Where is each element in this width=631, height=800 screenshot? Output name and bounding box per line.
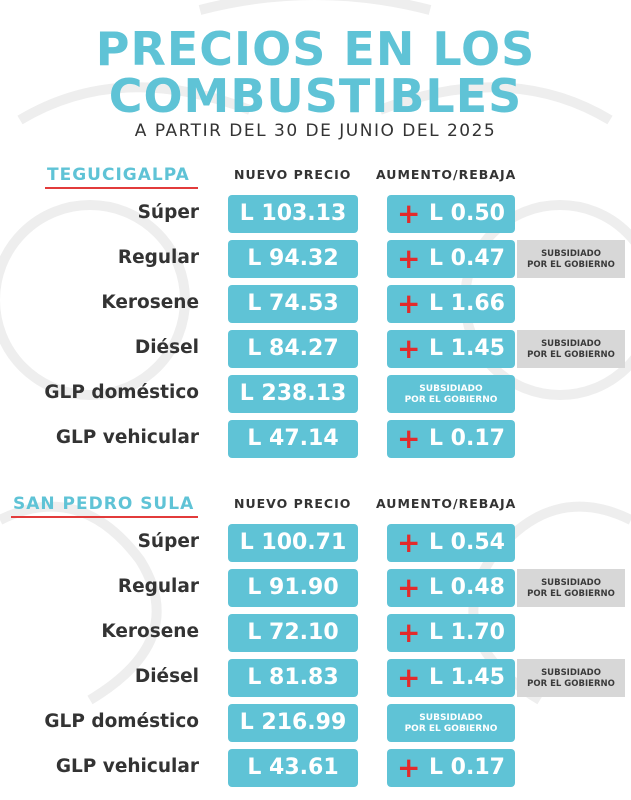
table-row: Regular L 91.90 + L 0.48 SUBSIDIADO POR EL… xyxy=(0,569,631,607)
fuel-name: Diésel xyxy=(134,337,199,358)
fuel-name: Súper xyxy=(137,531,199,552)
city-heading: TEGUCIGALPA xyxy=(47,165,190,185)
change-box: + L 0.54 xyxy=(387,524,515,562)
plus-icon: + xyxy=(397,287,421,320)
plus-icon: + xyxy=(397,751,421,784)
change-value: L 1.70 xyxy=(429,620,505,645)
change-value: L 1.45 xyxy=(429,665,505,690)
column-header-price: NUEVO PRECIO xyxy=(234,167,352,182)
fuel-name: Kerosene xyxy=(101,292,199,313)
table-row: Súper L 100.71 + L 0.54 xyxy=(0,524,631,562)
fuel-name: Regular xyxy=(117,247,199,268)
fuel-name: GLP doméstico xyxy=(44,382,199,403)
plus-icon: + xyxy=(397,571,421,604)
subsidy-note: SUBSIDIADO POR EL GOBIERNO xyxy=(517,569,625,607)
fuel-name: GLP vehicular xyxy=(55,756,199,777)
subsidy-note-line1: SUBSIDIADO xyxy=(541,668,601,678)
fuel-name: GLP vehicular xyxy=(55,427,199,448)
subsidy-note-line1: SUBSIDIADO xyxy=(541,578,601,588)
column-header-change: AUMENTO/REBAJA xyxy=(376,167,517,182)
price-value: L 84.27 xyxy=(228,330,358,368)
table-row: GLP vehicular L 47.14 + L 0.17 xyxy=(0,420,631,458)
table-row: GLP vehicular L 43.61 + L 0.17 xyxy=(0,749,631,787)
fuel-name: GLP doméstico xyxy=(44,711,199,732)
change-box: + L 0.17 xyxy=(387,420,515,458)
change-box: + L 1.45 xyxy=(387,659,515,697)
change-value: L 0.50 xyxy=(429,201,505,226)
fuel-name: Súper xyxy=(137,202,199,223)
price-value: L 94.32 xyxy=(228,240,358,278)
plus-icon: + xyxy=(397,242,421,275)
page-title-line2: COMBUSTIBLES xyxy=(108,69,523,123)
change-box: + L 0.17 xyxy=(387,749,515,787)
plus-icon: + xyxy=(397,332,421,365)
price-value: L 43.61 xyxy=(228,749,358,787)
plus-icon: + xyxy=(397,197,421,230)
subsidy-note-line2: POR EL GOBIERNO xyxy=(527,349,615,360)
price-value: L 47.14 xyxy=(228,420,358,458)
table-row: Súper L 103.13 + L 0.50 xyxy=(0,195,631,233)
table-row: Diésel L 81.83 + L 1.45 SUBSIDIADO POR EL … xyxy=(0,659,631,697)
price-value: L 103.13 xyxy=(228,195,358,233)
change-value: L 0.54 xyxy=(429,530,505,555)
price-value: L 238.13 xyxy=(228,375,358,413)
change-box: + L 1.70 xyxy=(387,614,515,652)
price-value: L 216.99 xyxy=(228,704,358,742)
change-box: + L 1.66 xyxy=(387,285,515,323)
change-box: + L 1.45 xyxy=(387,330,515,368)
subsidy-line2: POR EL GOBIERNO xyxy=(404,395,498,405)
column-header-change: AUMENTO/REBAJA xyxy=(376,496,517,511)
city-heading: SAN PEDRO SULA xyxy=(13,494,195,514)
change-value: L 1.45 xyxy=(429,336,505,361)
table-row: Diésel L 84.27 + L 1.45 SUBSIDIADO POR EL … xyxy=(0,330,631,368)
price-value: L 74.53 xyxy=(228,285,358,323)
plus-icon: + xyxy=(397,661,421,694)
page-title-line1: PRECIOS EN LOS xyxy=(95,22,536,76)
price-value: L 72.10 xyxy=(228,614,358,652)
subsidy-note: SUBSIDIADO POR EL GOBIERNO xyxy=(517,240,625,278)
fuel-name: Regular xyxy=(117,576,199,597)
subsidy-line1: SUBSIDIADO xyxy=(419,384,483,394)
change-value: L 0.48 xyxy=(429,575,505,600)
column-header-price: NUEVO PRECIO xyxy=(234,496,352,511)
change-value: L 0.17 xyxy=(429,755,505,780)
table-row: Kerosene L 72.10 + L 1.70 xyxy=(0,614,631,652)
fuel-name: Kerosene xyxy=(101,621,199,642)
change-box: + L 0.50 xyxy=(387,195,515,233)
subsidy-box: SUBSIDIADO POR EL GOBIERNO xyxy=(387,704,515,742)
effective-date: A PARTIR DEL 30 DE JUNIO DEL 2025 xyxy=(134,121,497,141)
plus-icon: + xyxy=(397,616,421,649)
change-value: L 0.17 xyxy=(429,426,505,451)
subsidy-note: SUBSIDIADO POR EL GOBIERNO xyxy=(517,659,625,697)
price-value: L 81.83 xyxy=(228,659,358,697)
plus-icon: + xyxy=(397,526,421,559)
change-value: L 1.66 xyxy=(429,291,505,316)
change-box: + L 0.48 xyxy=(387,569,515,607)
table-row: GLP doméstico L 238.13 SUBSIDIADO POR EL … xyxy=(0,375,631,413)
city-underline xyxy=(11,516,198,518)
change-box: + L 0.47 xyxy=(387,240,515,278)
subsidy-note: SUBSIDIADO POR EL GOBIERNO xyxy=(517,330,625,368)
subsidy-line2: POR EL GOBIERNO xyxy=(404,724,498,734)
table-row: Regular L 94.32 + L 0.47 SUBSIDIADO POR EL… xyxy=(0,240,631,278)
subsidy-note-line2: POR EL GOBIERNO xyxy=(527,259,615,270)
subsidy-box: SUBSIDIADO POR EL GOBIERNO xyxy=(387,375,515,413)
table-row: Kerosene L 74.53 + L 1.66 xyxy=(0,285,631,323)
fuel-name: Diésel xyxy=(134,666,199,687)
price-value: L 100.71 xyxy=(228,524,358,562)
price-value: L 91.90 xyxy=(228,569,358,607)
subsidy-note-line1: SUBSIDIADO xyxy=(541,249,601,259)
subsidy-line1: SUBSIDIADO xyxy=(419,713,483,723)
plus-icon: + xyxy=(397,422,421,455)
subsidy-note-line1: SUBSIDIADO xyxy=(541,339,601,349)
city-underline xyxy=(45,187,198,189)
subsidy-note-line2: POR EL GOBIERNO xyxy=(527,588,615,599)
change-value: L 0.47 xyxy=(429,246,505,271)
table-row: GLP doméstico L 216.99 SUBSIDIADO POR EL … xyxy=(0,704,631,742)
subsidy-note-line2: POR EL GOBIERNO xyxy=(527,678,615,689)
